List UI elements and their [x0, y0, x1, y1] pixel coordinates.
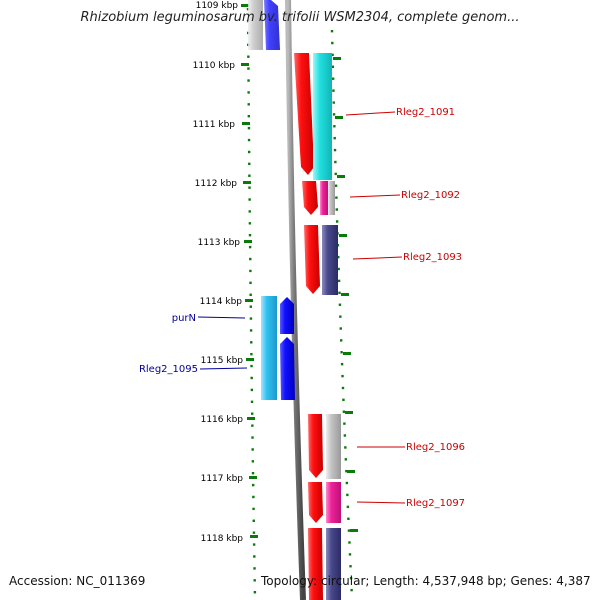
- tick-label-1114: 1114 kbp: [200, 297, 243, 307]
- gene-labels: Rleg2_1091 Rleg2_1092 Rleg2_1093 purN Rl…: [139, 107, 465, 509]
- kbp-tick-1118: [250, 535, 258, 538]
- kbp-tick-1110: [241, 63, 249, 66]
- inner-tick-1113: [339, 234, 347, 237]
- kbp-tick-marks: [241, 4, 358, 538]
- inner-tick-1110: [333, 57, 341, 60]
- cog-Rleg2_1092: [320, 181, 328, 215]
- inner-tick-1115: [343, 352, 351, 355]
- tick-label-1109: 1109 kbp: [196, 1, 239, 11]
- inner-tick-1118: [350, 529, 358, 532]
- label-Rleg2_1095: Rleg2_1095: [139, 364, 198, 375]
- tick-label-1118: 1118 kbp: [201, 534, 244, 544]
- cog-bottom-partial: [326, 528, 341, 600]
- cog-purN: [261, 296, 277, 400]
- cds-Rleg2_1097: [308, 482, 323, 523]
- tick-label-1112: 1112 kbp: [195, 179, 238, 189]
- genome-backbone: [285, 0, 306, 600]
- cds-bottom-partial: [308, 528, 323, 600]
- kbp-tick-labels: 1109 kbp 1110 kbp 1111 kbp 1112 kbp 1113…: [193, 1, 244, 544]
- tick-label-1110: 1110 kbp: [193, 61, 236, 71]
- inner-tick-1116: [345, 411, 353, 414]
- kbp-tick-1116: [247, 417, 255, 420]
- accession-text: Accession: NC_011369: [9, 574, 146, 588]
- leader-Rleg2_1097: [356, 501, 406, 504]
- partial-cog-grey: [248, 0, 263, 50]
- kbp-tick-1113: [244, 240, 252, 243]
- top-partial-genes: [248, 0, 280, 50]
- cog-Rleg2_1093: [322, 225, 338, 295]
- kbp-tick-1109: [241, 4, 249, 7]
- cds-Rleg2_1095: [280, 337, 295, 400]
- kbp-tick-1115: [246, 358, 254, 361]
- genome-summary-text: Topology: circular; Length: 4,537,948 bp…: [261, 574, 591, 588]
- partial-blue-cds: [264, 0, 280, 50]
- kbp-tick-1117: [249, 476, 257, 479]
- label-Rleg2_1097: Rleg2_1097: [406, 498, 465, 509]
- cog-track-forward: [313, 53, 341, 600]
- label-Rleg2_1092: Rleg2_1092: [401, 190, 460, 201]
- tick-label-1111: 1111 kbp: [193, 120, 236, 130]
- tick-label-1116: 1116 kbp: [201, 415, 244, 425]
- leader-Rleg2_1092: [349, 194, 401, 198]
- cog-Rleg2_1092-b: [328, 181, 335, 215]
- cds-Rleg2_1091: [294, 53, 314, 175]
- label-purN: purN: [172, 313, 196, 324]
- cds-Rleg2_1093: [304, 225, 320, 294]
- outer-tick-ruler: [246, 7, 257, 599]
- cds-Rleg2_1092: [302, 181, 318, 215]
- cog-Rleg2_1096: [326, 414, 341, 479]
- label-Rleg2_1096: Rleg2_1096: [406, 442, 465, 453]
- map-title: Rhizobium leguminosarum bv. trifolii WSM…: [80, 10, 520, 25]
- cds-Rleg2_1096: [308, 414, 323, 478]
- cog-Rleg2_1091: [313, 53, 332, 180]
- tick-label-1117: 1117 kbp: [201, 474, 244, 484]
- kbp-tick-1112: [243, 181, 251, 184]
- leader-Rleg2_1093: [352, 256, 403, 260]
- kbp-tick-1114: [245, 299, 253, 302]
- label-Rleg2_1093: Rleg2_1093: [403, 252, 462, 263]
- leader-purN: [197, 316, 246, 319]
- outer-ruler-dots: [246, 7, 257, 599]
- kbp-tick-1111: [242, 122, 250, 125]
- forward-cds-track: [294, 53, 323, 600]
- tick-label-1113: 1113 kbp: [198, 238, 241, 248]
- inner-tick-1112: [337, 175, 345, 178]
- leader-Rleg2_1091: [345, 111, 396, 116]
- tick-label-1115: 1115 kbp: [201, 356, 244, 366]
- inner-tick-1111: [335, 116, 343, 119]
- cds-purN: [280, 297, 294, 334]
- label-leader-lines: [197, 111, 406, 504]
- reverse-cds-track: [261, 296, 295, 400]
- inner-tick-1117: [347, 470, 355, 473]
- leader-Rleg2_1095: [199, 367, 248, 370]
- cog-Rleg2_1097: [326, 482, 341, 523]
- inner-tick-1114: [341, 293, 349, 296]
- label-Rleg2_1091: Rleg2_1091: [396, 107, 455, 118]
